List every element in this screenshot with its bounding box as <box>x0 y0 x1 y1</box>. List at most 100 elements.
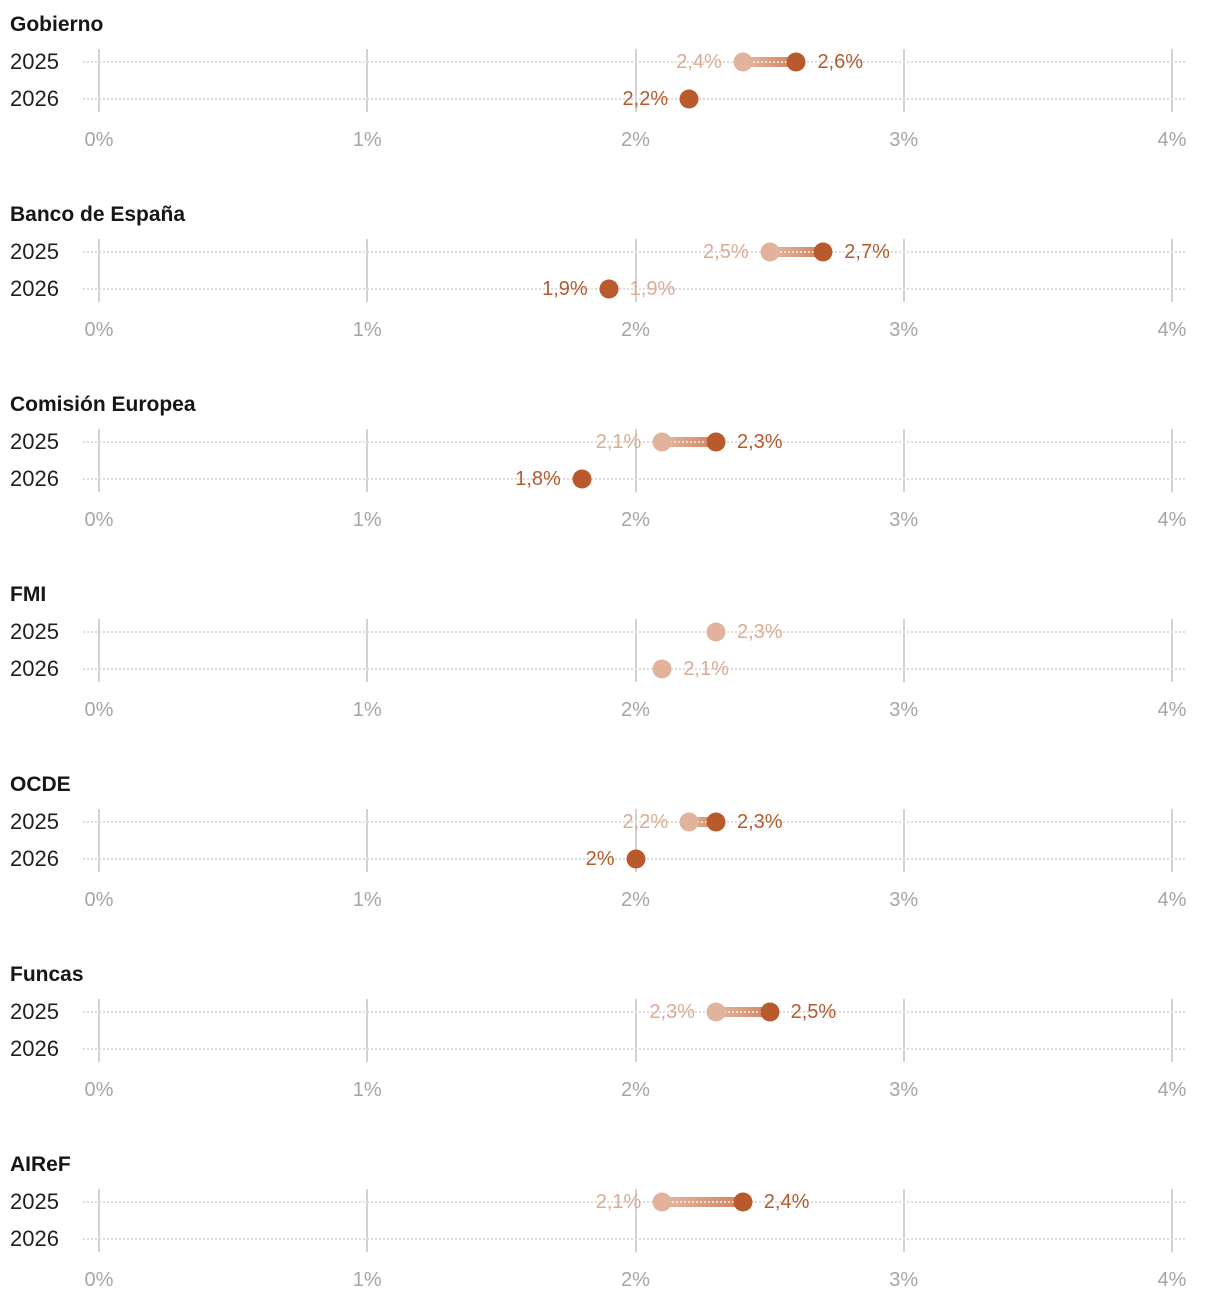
row-gridline <box>83 61 1185 63</box>
year-label: 2026 <box>10 1226 59 1251</box>
axis-tick-label: 1% <box>352 129 382 151</box>
dot-current-forecast <box>572 469 592 489</box>
value-label-current: 2,2% <box>622 88 669 110</box>
dot-current-forecast <box>626 849 645 869</box>
year-label: 2025 <box>10 809 59 834</box>
tick-gridline <box>98 999 100 1062</box>
tick-gridline <box>366 999 369 1062</box>
year-label: 2025 <box>10 429 59 454</box>
value-label-current: 2,3% <box>736 431 783 453</box>
tick-gridline <box>1171 619 1173 682</box>
section-title: FMI <box>10 583 47 606</box>
section-title: AIReF <box>10 1153 71 1176</box>
dot-previous-forecast <box>760 242 780 262</box>
forecast-connector <box>715 1007 770 1017</box>
axis-tick-label: 4% <box>1157 1269 1187 1291</box>
axis-tick-label: 3% <box>889 319 919 341</box>
axis-tick-label: 0% <box>84 889 114 911</box>
axis-tick-label: 3% <box>889 509 919 531</box>
axis-tick-label: 4% <box>1157 509 1187 531</box>
axis-tick-label: 4% <box>1157 699 1187 721</box>
axis-tick-label: 2% <box>621 1269 650 1291</box>
tick-gridline <box>902 49 905 112</box>
tick-gridline <box>902 999 905 1062</box>
axis-tick-label: 3% <box>889 699 919 721</box>
value-label-previous: 2,1% <box>683 658 729 680</box>
dot-previous-forecast <box>652 1192 672 1212</box>
tick-gridline <box>1171 429 1173 492</box>
axis-tick-label: 0% <box>84 1079 114 1101</box>
axis-tick-label: 2% <box>621 319 650 341</box>
value-label-current: 2,7% <box>844 241 890 263</box>
tick-gridline <box>98 239 100 302</box>
tick-gridline <box>98 619 100 682</box>
section-title: Funcas <box>10 963 84 986</box>
section-title: Banco de España <box>10 203 186 226</box>
axis-tick-label: 0% <box>84 319 114 341</box>
axis-tick-label: 1% <box>352 1269 382 1291</box>
dot-previous-forecast <box>652 659 672 679</box>
axis-tick-label: 4% <box>1157 129 1187 151</box>
dot-previous-forecast <box>706 1002 726 1022</box>
dot-current-forecast <box>786 52 806 72</box>
chart-section: Funcas 0% 1% 2% 3% 4% 2025 2,3% 2,5% 2026 <box>0 960 1220 1150</box>
row-gridline <box>83 478 1185 480</box>
axis-tick-label: 3% <box>889 129 919 151</box>
row-gridline <box>83 1048 1185 1050</box>
value-label-current: 2,4% <box>763 1191 810 1213</box>
value-label-previous: 2,5% <box>703 241 749 263</box>
tick-gridline <box>1171 239 1173 302</box>
tick-gridline <box>98 809 100 872</box>
tick-gridline <box>366 809 369 872</box>
axis-tick-label: 2% <box>621 129 650 151</box>
axis-tick-label: 0% <box>84 1269 114 1291</box>
dot-previous-forecast <box>733 52 753 72</box>
forecast-connector <box>662 437 716 447</box>
row-gridline <box>83 288 1185 290</box>
tick-gridline <box>634 809 637 872</box>
dot-current-forecast <box>706 812 726 832</box>
row-gridline <box>83 251 1185 253</box>
tick-gridline <box>902 429 905 492</box>
tick-gridline <box>902 619 905 682</box>
section-title: Gobierno <box>10 13 104 36</box>
chart-section: Gobierno 0% 1% 2% 3% 4% 2025 2,4% 2,6% 2026 2,2% <box>0 10 1220 200</box>
tick-gridline <box>366 239 369 302</box>
tick-gridline <box>902 809 905 872</box>
year-label: 2026 <box>10 846 59 871</box>
dot-current-forecast <box>679 89 699 109</box>
year-label: 2026 <box>10 1036 59 1061</box>
tick-gridline <box>366 49 369 112</box>
axis-tick-label: 3% <box>889 889 919 911</box>
tick-gridline <box>98 1189 100 1252</box>
axis-tick-label: 2% <box>621 509 650 531</box>
axis-tick-label: 4% <box>1157 889 1187 911</box>
tick-gridline <box>366 429 369 492</box>
year-label: 2025 <box>10 999 59 1024</box>
axis-tick-label: 1% <box>352 1079 382 1101</box>
tick-gridline <box>98 49 100 112</box>
tick-gridline <box>902 239 905 302</box>
year-label: 2025 <box>10 1189 59 1214</box>
axis-tick-label: 0% <box>84 129 114 151</box>
tick-gridline <box>634 999 637 1062</box>
axis-tick-label: 2% <box>621 889 650 911</box>
chart-section: Banco de España 0% 1% 2% 3% 4% 2025 2,5% 2,7% 202… <box>0 200 1220 390</box>
dot-current-forecast <box>813 242 833 262</box>
year-label: 2025 <box>10 619 59 644</box>
value-label-previous: 2,1% <box>595 431 642 453</box>
value-label-current: 2,5% <box>790 1001 837 1023</box>
dot-current-forecast <box>760 1002 780 1022</box>
axis-tick-label: 1% <box>352 509 382 531</box>
year-label: 2025 <box>10 239 59 264</box>
row-gridline <box>83 98 1185 100</box>
value-label-current: 1,9% <box>542 278 588 300</box>
year-label: 2026 <box>10 86 59 111</box>
tick-gridline <box>634 429 637 492</box>
dot-current-forecast <box>706 432 726 452</box>
chart-section: FMI 0% 1% 2% 3% 4% 2025 2,3% 2026 2,1% <box>0 580 1220 770</box>
axis-tick-label: 2% <box>621 699 650 721</box>
tick-gridline <box>634 239 637 302</box>
axis-tick-label: 4% <box>1157 1079 1187 1101</box>
